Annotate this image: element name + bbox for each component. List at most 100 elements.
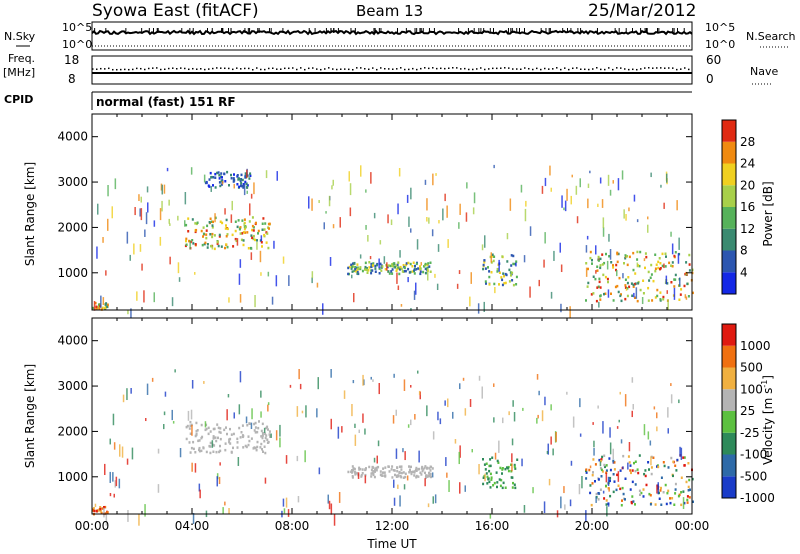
echo-cell <box>496 270 499 273</box>
nave-point <box>552 68 554 70</box>
echo-cell <box>213 444 216 447</box>
noise-cell <box>478 464 480 475</box>
noise-cell <box>561 195 563 208</box>
echo-cell <box>502 481 505 485</box>
noise-cell <box>285 455 288 464</box>
echo-cell <box>621 499 623 502</box>
nave-point <box>152 67 154 69</box>
echo-cell <box>659 489 662 492</box>
echo-cell <box>218 430 221 434</box>
echo-cell <box>260 442 263 446</box>
nave-point <box>600 68 602 71</box>
echo-cell <box>242 434 245 438</box>
noise-cell <box>114 178 117 190</box>
nave-point <box>432 67 434 69</box>
echo-cell <box>654 503 657 506</box>
nave-point <box>368 68 370 71</box>
echo-cell <box>242 184 245 188</box>
echo-cell <box>415 268 418 271</box>
echo-cell <box>402 471 405 474</box>
echo-cell <box>616 251 619 255</box>
echo-cell <box>591 482 594 485</box>
echo-cell <box>420 473 423 476</box>
noise-cell <box>515 262 517 267</box>
noise-cell <box>473 192 476 204</box>
echo-cell <box>205 236 208 240</box>
echo-cell <box>504 281 507 285</box>
nave-point <box>604 68 606 71</box>
echo-cell <box>662 461 665 464</box>
echo-cell <box>415 469 418 472</box>
echo-cell <box>208 221 211 224</box>
noise-cell <box>663 263 665 269</box>
echo-cell <box>370 468 373 472</box>
colorbar-segment <box>722 389 736 411</box>
nave-point <box>492 67 494 70</box>
echo-cell <box>268 227 270 230</box>
nave-point <box>276 68 278 70</box>
noise-cell <box>246 169 248 178</box>
noise-cell <box>470 272 472 284</box>
echo-cell <box>604 292 607 295</box>
echo-cell <box>350 470 353 473</box>
echo-cell <box>428 467 431 470</box>
echo-cell <box>657 266 660 270</box>
echo-cell <box>671 265 674 268</box>
noise-cell <box>238 404 241 415</box>
echo-cell <box>613 461 616 464</box>
echo-cell <box>391 272 394 275</box>
noise-cell <box>383 256 386 264</box>
echo-cell <box>413 268 416 271</box>
echo-cell <box>239 436 242 439</box>
noise-cell <box>444 193 446 202</box>
echo-cell <box>214 176 217 179</box>
echo-cell <box>688 269 691 272</box>
echo-cell <box>218 233 221 237</box>
noise-cell <box>682 497 685 510</box>
echo-cell <box>211 232 214 236</box>
echo-cell <box>429 261 432 264</box>
noise-cell <box>585 245 588 253</box>
echo-cell <box>245 445 248 449</box>
echo-cell <box>656 294 659 298</box>
noise-cell <box>484 235 486 248</box>
echo-cell <box>260 241 263 244</box>
nave-point <box>404 68 406 71</box>
noise-cell <box>587 183 590 188</box>
noise-cell <box>447 398 449 408</box>
echo-cell <box>634 483 637 486</box>
echo-cell <box>256 440 259 444</box>
noise-cell <box>490 252 492 263</box>
noise-cell <box>118 478 121 489</box>
noise-cell <box>456 283 459 289</box>
noise-cell <box>221 181 224 185</box>
echo-cell <box>198 449 201 453</box>
echo-cell <box>667 489 670 493</box>
noise-cell <box>608 487 610 492</box>
noise-cell <box>153 220 156 227</box>
echo-cell <box>691 477 694 481</box>
noise-cell <box>316 408 318 418</box>
noise-cell <box>459 383 461 390</box>
nave-point <box>428 67 430 70</box>
echo-cell <box>411 470 414 474</box>
echo-cell <box>510 463 513 466</box>
noise-cell <box>544 396 546 406</box>
echo-cell <box>185 243 188 246</box>
echo-cell <box>674 273 677 277</box>
echo-cell <box>682 456 685 459</box>
colorbar-segment <box>722 411 736 433</box>
echo-cell <box>264 451 267 455</box>
noise-cell <box>245 416 248 424</box>
noise-cell <box>318 200 320 204</box>
echo-cell <box>659 291 662 294</box>
nave-point <box>200 68 202 70</box>
echo-cell <box>232 446 234 450</box>
noise-cell <box>174 369 176 373</box>
noise-cell <box>112 472 114 482</box>
nave-point <box>672 67 674 69</box>
echo-cell <box>628 461 631 464</box>
nave-point <box>676 68 678 71</box>
noise-cell <box>243 222 245 227</box>
nave-point <box>112 68 114 71</box>
